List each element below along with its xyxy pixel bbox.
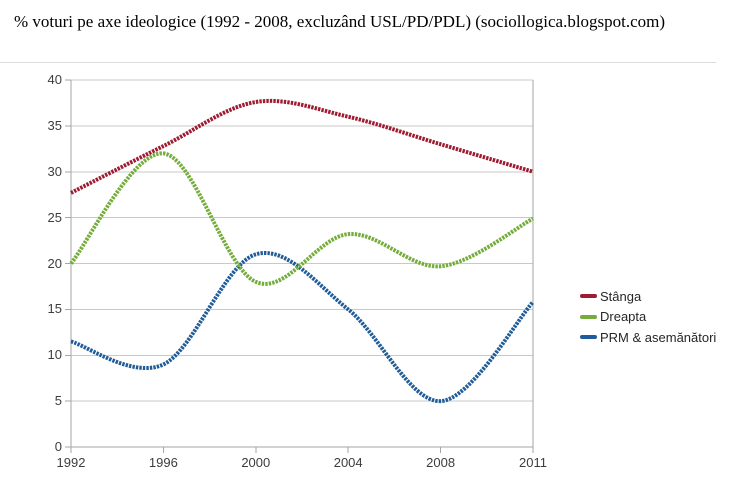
series-line-prm (70, 251, 535, 404)
legend-label-stanga: Stânga (600, 288, 642, 304)
legend-label-prm: PRM & asemănători (600, 329, 717, 345)
legend-marker-dreapta (580, 314, 597, 319)
series-line-dreapta (69, 151, 534, 286)
legend-item-prm: PRM & asemănători (580, 327, 716, 348)
chart-title: % voturi pe axe ideologice (1992 - 2008,… (14, 12, 666, 31)
legend-item-stanga: Stânga (580, 286, 716, 307)
legend: Stânga Dreapta PRM & asemănători (580, 286, 716, 348)
legend-label-dreapta: Dreapta (600, 309, 647, 325)
legend-marker-prm (580, 335, 597, 340)
legend-item-dreapta: Dreapta (580, 307, 716, 328)
chart-image-top-border (0, 62, 716, 63)
legend-marker-stanga (580, 294, 597, 299)
series-line-stanga (70, 98, 534, 195)
